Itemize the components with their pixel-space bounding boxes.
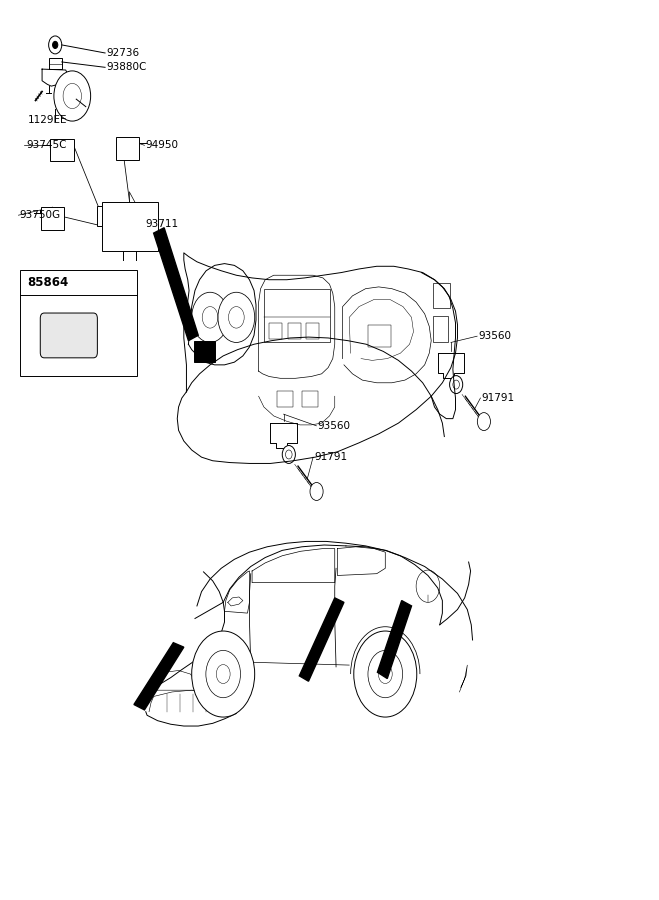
Polygon shape bbox=[154, 228, 198, 341]
Bar bbox=[277, 391, 293, 407]
Bar bbox=[433, 284, 449, 309]
Polygon shape bbox=[378, 600, 411, 679]
Circle shape bbox=[354, 631, 416, 717]
Bar bbox=[287, 323, 301, 339]
Text: 94950: 94950 bbox=[146, 140, 179, 150]
Bar bbox=[433, 316, 447, 343]
Text: 93750G: 93750G bbox=[20, 211, 61, 220]
Circle shape bbox=[49, 36, 62, 54]
Bar bbox=[264, 289, 330, 343]
Bar bbox=[194, 341, 215, 362]
Text: 93745C: 93745C bbox=[26, 140, 67, 150]
Circle shape bbox=[368, 651, 403, 698]
Circle shape bbox=[416, 570, 440, 602]
Text: 93711: 93711 bbox=[146, 220, 179, 230]
Circle shape bbox=[53, 41, 58, 49]
Text: 91791: 91791 bbox=[482, 393, 515, 403]
Text: 1129EE: 1129EE bbox=[28, 115, 67, 125]
Circle shape bbox=[218, 292, 254, 343]
Bar bbox=[50, 139, 74, 161]
Bar bbox=[49, 58, 62, 69]
Bar bbox=[306, 323, 319, 339]
Text: 85864: 85864 bbox=[28, 276, 69, 289]
Circle shape bbox=[54, 71, 91, 122]
Bar bbox=[41, 207, 65, 230]
Circle shape bbox=[192, 631, 254, 717]
Bar bbox=[302, 391, 318, 407]
Bar bbox=[368, 325, 391, 346]
Circle shape bbox=[310, 482, 323, 500]
Circle shape bbox=[477, 412, 490, 430]
Polygon shape bbox=[299, 598, 344, 681]
Text: 93560: 93560 bbox=[478, 331, 511, 341]
Circle shape bbox=[282, 446, 295, 464]
Circle shape bbox=[206, 651, 241, 698]
Text: 93880C: 93880C bbox=[106, 62, 147, 72]
Bar bbox=[96, 206, 101, 226]
Bar bbox=[115, 137, 139, 159]
Circle shape bbox=[449, 375, 463, 393]
Polygon shape bbox=[134, 643, 184, 710]
Bar bbox=[20, 270, 136, 375]
Text: 93560: 93560 bbox=[318, 421, 351, 431]
Bar bbox=[269, 323, 282, 339]
Circle shape bbox=[192, 292, 229, 343]
Bar bbox=[101, 202, 158, 251]
Text: 92736: 92736 bbox=[106, 48, 140, 58]
FancyBboxPatch shape bbox=[40, 313, 98, 358]
Text: 91791: 91791 bbox=[314, 452, 347, 463]
